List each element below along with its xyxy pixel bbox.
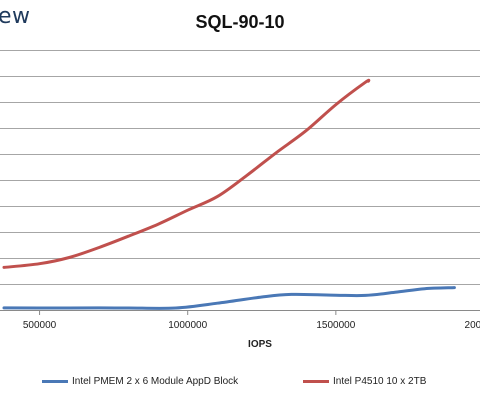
x-tick-labels: 500000 1000000 1500000 2000000 [23,320,480,331]
series-line-pmem [2,286,456,310]
x-tick-label: 2000000 [465,320,480,331]
x-axis-label: IOPS [248,339,272,350]
x-tick-label: 500000 [23,320,57,331]
legend-item-pmem: Intel PMEM 2 x 6 Module AppD Block [42,374,238,388]
legend-label-pmem: Intel PMEM 2 x 6 Module AppD Block [72,375,239,387]
chart-title: SQL-90-10 [195,12,285,32]
legend-label-p4510: Intel P4510 10 x 2TB [333,375,427,387]
legend-swatch-pmem [42,379,68,383]
series-line-p4510 [2,78,371,269]
series-lines [2,78,456,310]
logo-text-fragment: ew [0,4,31,29]
x-tick-label: 1500000 [316,320,355,331]
legend-swatch-p4510 [303,379,329,383]
legend-item-p4510: Intel P4510 10 x 2TB [303,374,426,388]
x-axis [39,310,337,315]
x-tick-label: 1000000 [168,320,207,331]
